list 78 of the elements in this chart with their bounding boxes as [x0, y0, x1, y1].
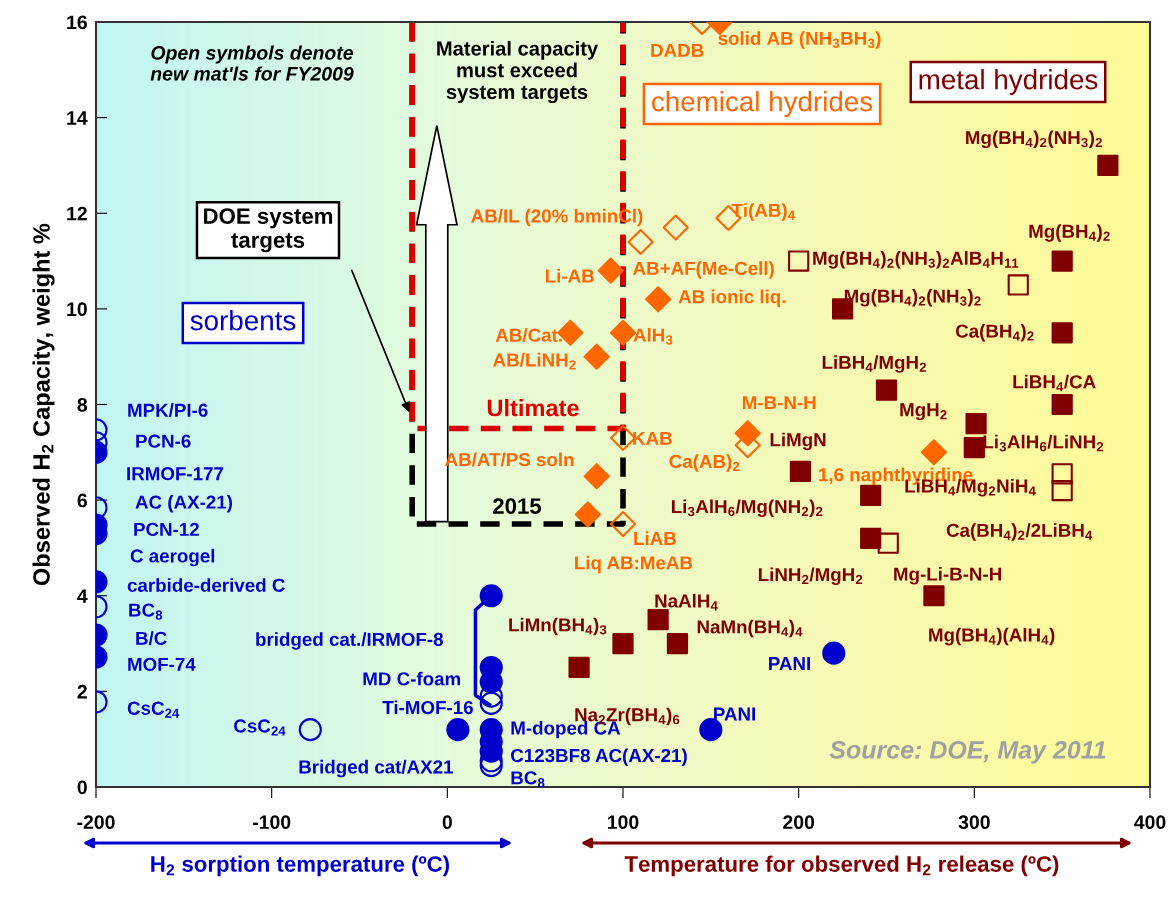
annotation: 2015 [493, 498, 542, 514]
y-tick-label: 6 [77, 493, 87, 508]
annotation: NaAlH$_{4}$ [655, 593, 718, 611]
annotation: DADB [651, 43, 704, 57]
y-tick-label: 2 [77, 684, 87, 699]
annotation: KAB [633, 431, 672, 445]
annotation: MgH$_{2}$ [900, 403, 947, 421]
annotation: B/C [136, 631, 167, 646]
annotation: chemical hydrides [652, 91, 873, 117]
annotation: AB/LiNH$_{2}$ [493, 352, 576, 370]
annotation: Mg(BH$_{4}$)$_{2}$ [1029, 224, 1110, 242]
y-tick-label: 12 [67, 206, 87, 221]
annotation: NaMn(BH$_{4}$)$_{4}$ [697, 619, 803, 638]
annotation: PANI [714, 707, 755, 721]
annotation: CsC$_{24}$ [234, 719, 286, 736]
annotation: LiBH$_{4}$/MgH$_{2}$ [822, 355, 926, 373]
annotation: LiMn(BH$_{4}$)$_{3}$ [509, 617, 607, 636]
text: H$_{2}$ sorption temperature (ºC) [151, 855, 449, 877]
annotation: C123BF8 AC(AX-21) [511, 748, 687, 766]
annotation: Source: DOE, May 2011 [829, 741, 1106, 764]
x-tick-label: -100 [252, 815, 291, 830]
annotation: Mg-Li-B-N-H [894, 566, 1001, 585]
annotation: LiBH$_{4}$/CA [1013, 374, 1096, 392]
y-tick-label: 8 [77, 397, 88, 412]
y-tick-label: 16 [67, 15, 87, 30]
annotation: sorbents [190, 310, 296, 331]
annotation: AlH$_{3}$ [633, 327, 673, 345]
x-tick-label: 400 [1134, 815, 1166, 830]
x-tick-label: 100 [608, 815, 639, 830]
y-tick-label: 4 [77, 589, 88, 603]
x-tick-label: 200 [783, 815, 815, 830]
annotation: LiAB [634, 531, 676, 545]
annotation: BC$_{8}$ [511, 771, 545, 788]
annotation: Open symbols denote new mat'ls for FY2009 [150, 45, 354, 81]
annotation: Mg(BH$_{4}$)$_{2}$(NH$_{3}$)$_{2}$ [966, 130, 1102, 149]
annotation: LiMgN [770, 432, 826, 451]
annotation: AB/Cat. [495, 328, 562, 342]
annotation: AC (AX-21) [135, 495, 232, 513]
annotation: PCN-12 [134, 522, 199, 537]
annotation: Ca(BH$_{4}$)$_{2}$ [955, 323, 1034, 342]
annotation: solid AB (NH$_{3}$BH$_{3}$) [718, 31, 881, 49]
y-tick-label: 14 [67, 111, 88, 125]
annotation: Li-AB [545, 268, 594, 283]
annotation: Li$_{3}$AlH$_{6}$/Mg(NH$_{2}$)$_{2}$ [671, 499, 823, 517]
annotation: BC$_{8}$ [129, 603, 163, 620]
annotation: PANI [769, 657, 810, 670]
annotation: AB+AF(Me-Cell) [633, 261, 774, 279]
x-tick-label: -200 [77, 815, 115, 830]
annotation: Mg(BH$_{4}$)(AlH$_{4}$) [929, 627, 1055, 646]
annotation: carbide-derived C [127, 578, 285, 592]
annotation: C aerogel [130, 548, 215, 567]
annotation: LiNH$_{2}$/MgH$_{2}$ [758, 567, 863, 586]
annotation: bridged cat./IRMOF-8 [256, 632, 443, 650]
annotation: CsC$_{24}$ [127, 701, 180, 718]
annotation: Liq AB:MeAB [575, 555, 693, 574]
y-axis-title: Observed H$_{2}$ Capacity, weight % [32, 223, 55, 586]
y-tick-label: 0 [77, 780, 87, 795]
annotation: IRMOF-177 [127, 467, 224, 481]
annotation: Bridged cat/AX21 [299, 759, 453, 778]
annotation: MPK/PI-6 [128, 403, 208, 418]
annotation: Ultimate [487, 399, 579, 417]
annotation: PCN-6 [136, 434, 191, 448]
annotation: metal hydrides [919, 69, 1098, 95]
annotation: Ti-MOF-16 [382, 700, 473, 715]
annotation: Ca(AB)$_{2}$ [669, 454, 740, 472]
annotation: Material capacity must exceed system targets [437, 40, 599, 104]
x-tick-label: 0 [442, 815, 452, 830]
text: Mg(BH$_{4}$)$_{2}$(NH$_{3}$)$_{2}$AlB$_{4}$H$_{11}$ [813, 251, 1019, 269]
annotation: MOF-74 [128, 657, 196, 671]
text: Temperature for observed H$_{2}$ release (ºC) [624, 855, 1059, 877]
annotation: AB ionic liq. [678, 289, 786, 308]
y-tick-label: 10 [67, 302, 87, 317]
x-tick-label: 300 [958, 815, 990, 830]
annotation: DOE system targets [204, 208, 333, 253]
annotation: MD C-foam [363, 671, 461, 686]
annotation: Ca(BH$_{4}$)$_{2}$/2LiBH$_{4}$ [946, 523, 1093, 541]
annotation: Mg(BH$_{4}$)$_{2}$(NH$_{3}$)$_{2}$ [844, 288, 981, 307]
annotation: M-B-N-H [742, 396, 816, 410]
